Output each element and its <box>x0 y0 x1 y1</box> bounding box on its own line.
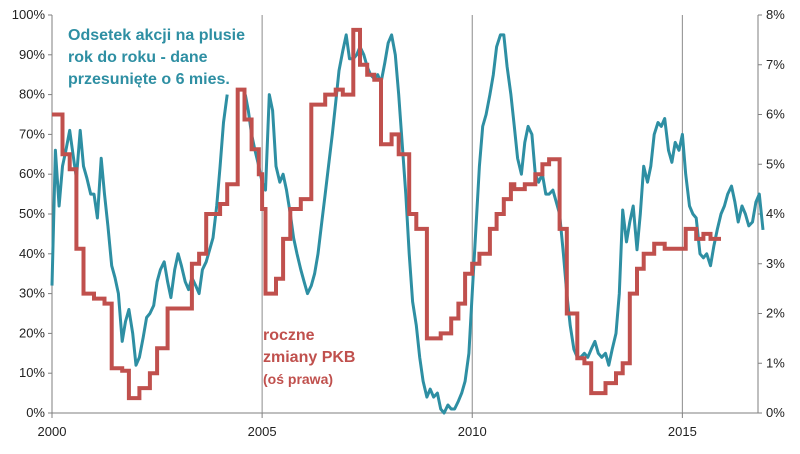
left-tick-label: 20% <box>19 325 45 340</box>
right-tick-label: 2% <box>766 306 785 321</box>
vertical-gridlines <box>261 15 683 413</box>
right-tick-label: 7% <box>766 57 785 72</box>
left-tick-label: 80% <box>19 87 45 102</box>
left-tick-label: 40% <box>19 246 45 261</box>
x-axis-ticks: 2000 2005 2010 2015 <box>38 413 697 439</box>
series-gdp-step-line <box>52 27 721 401</box>
right-axis-ticks: 0% 1% 2% 3% 4% 5% 6% 7% 8% <box>758 7 785 420</box>
right-tick-label: 8% <box>766 7 785 22</box>
annotation-blue-line3: przesunięte o 6 mies. <box>68 71 230 88</box>
left-tick-label: 60% <box>19 166 45 181</box>
left-tick-label: 30% <box>19 286 45 301</box>
x-tick-label: 2005 <box>248 424 277 439</box>
right-tick-label: 3% <box>766 256 785 271</box>
x-tick-label: 2010 <box>458 424 487 439</box>
left-tick-label: 90% <box>19 47 45 62</box>
right-tick-label: 4% <box>766 206 785 221</box>
right-tick-label: 1% <box>766 355 785 370</box>
gdp-step-line <box>52 27 721 401</box>
x-tick-label: 2015 <box>668 424 697 439</box>
annotation-blue-line1: Odsetek akcji na plusie <box>68 27 245 44</box>
left-tick-label: 0% <box>26 405 45 420</box>
left-axis-ticks: 0% 10% 20% 30% 40% 50% 60% 70% 80% 90% 100% <box>12 7 52 420</box>
annotation-blue-line2: rok do roku - dane <box>68 49 208 66</box>
series-stock-share-line <box>50 33 765 415</box>
right-tick-label: 6% <box>766 107 785 122</box>
right-tick-label: 0% <box>766 405 785 420</box>
stock-share-line <box>243 33 765 415</box>
left-tick-label: 100% <box>12 7 46 22</box>
left-tick-label: 70% <box>19 126 45 141</box>
annotation-red-line1: roczne <box>263 327 315 344</box>
annotation-red-line2: zmiany PKB <box>263 349 355 366</box>
left-tick-label: 10% <box>19 365 45 380</box>
x-tick-label: 2000 <box>38 424 67 439</box>
annotation-red-line3: (oś prawa) <box>263 371 333 387</box>
right-tick-label: 5% <box>766 156 785 171</box>
left-tick-label: 50% <box>19 206 45 221</box>
stock-share-line <box>50 94 229 367</box>
